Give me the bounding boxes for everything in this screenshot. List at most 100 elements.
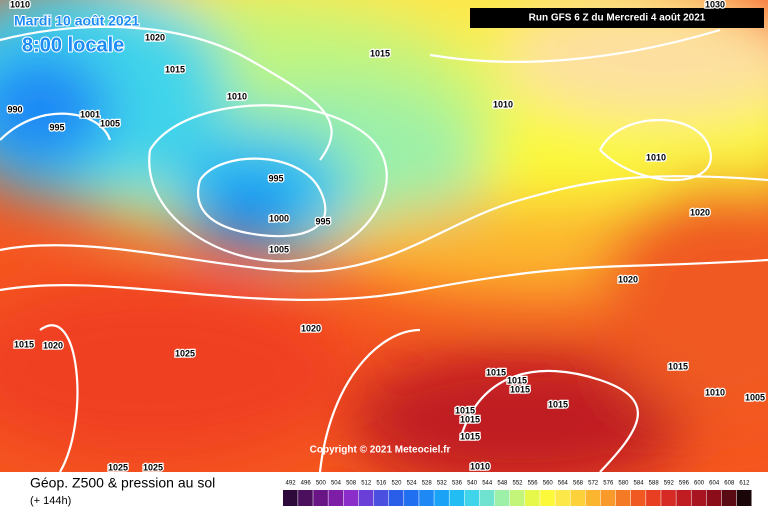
isobar-label: 1015 (668, 361, 688, 371)
isobar-label: 995 (268, 173, 283, 183)
isobar-label: 1010 (470, 461, 490, 471)
isobar-label: 990 (7, 104, 22, 114)
colorbar-swatch (676, 490, 691, 506)
colorbar-label: 516 (376, 481, 387, 487)
isobar-label: 1005 (100, 118, 120, 128)
isobar-label: 1000 (269, 213, 289, 223)
colorbar-swatch (570, 490, 586, 506)
colorbar-swatch (721, 490, 737, 506)
colorbar-label: 544 (482, 481, 493, 487)
isobar-label: 1015 (507, 375, 527, 385)
isobar-label: 1030 (705, 0, 725, 9)
colorbar-swatch (494, 490, 510, 506)
colorbar-swatch (706, 490, 722, 506)
colorbar-label: 528 (422, 481, 433, 487)
isobar-label: 1005 (745, 392, 765, 402)
colorbar-label: 508 (346, 481, 357, 487)
isobar-label: 1015 (455, 405, 475, 415)
isobar-label: 1015 (460, 431, 480, 441)
isobar-label: 1010 (10, 0, 30, 9)
isobar-label: 1025 (108, 462, 128, 472)
run-box (470, 8, 764, 28)
colorbar-label: 600 (694, 481, 705, 487)
colorbar-label: 564 (558, 481, 569, 487)
isobar-label: 1015 (486, 367, 506, 377)
colorbar-label: 556 (528, 481, 539, 487)
map-area (0, 0, 768, 472)
isobar-label: 1020 (145, 32, 165, 42)
colorbar-label: 536 (452, 481, 463, 487)
isobar-label: 1020 (690, 207, 710, 217)
colorbar-swatch (449, 490, 465, 506)
colorbar-label: 504 (331, 481, 342, 487)
isobar-label: 1015 (460, 414, 480, 424)
isobar-label: 1010 (705, 387, 725, 397)
colorbar-swatch (313, 490, 328, 506)
isobar-label: 995 (315, 216, 330, 226)
legend-title: Géop. Z500 & pression au sol (30, 475, 215, 491)
colorbar-swatch (585, 490, 601, 506)
colorbar-label: 520 (391, 481, 402, 487)
colorbar-label: 588 (649, 481, 660, 487)
isobar-label: 1020 (618, 274, 638, 284)
colorbar-swatch (646, 490, 661, 506)
isobar-label: 1015 (548, 399, 568, 409)
colorbar-label: 548 (497, 481, 508, 487)
colorbar-swatch (661, 490, 676, 506)
colorbar-label: 512 (361, 481, 372, 487)
isobar-label: 1001 (80, 109, 100, 119)
colorbar-swatch (555, 490, 570, 506)
colorbar-label: 524 (407, 481, 418, 487)
colorbar-label: 560 (543, 481, 554, 487)
colorbar-swatch (736, 490, 752, 506)
colorbar-label: 552 (512, 481, 523, 487)
isobar-labels: 1010102010151010990995100110051015101010… (6, 0, 766, 474)
colorbar-swatch (419, 490, 434, 506)
colorbar-label: 584 (634, 481, 645, 487)
run-label: Run GFS 6 Z du Mercredi 4 août 2021 (529, 13, 706, 24)
isobar-label: 1005 (269, 244, 289, 254)
colorbar-label: 492 (286, 481, 297, 487)
colorbar-swatch (373, 490, 389, 506)
isobar-label: 1015 (370, 48, 390, 58)
colorbar-swatch (388, 490, 404, 506)
isobar-label: 1010 (227, 91, 247, 101)
isobar-label: 1010 (493, 99, 513, 109)
colorbar-swatch (358, 490, 374, 506)
colorbar-label: 608 (724, 481, 735, 487)
colorbar-swatch (509, 490, 525, 506)
colorbar-label: 568 (573, 481, 584, 487)
colorbar-swatch (630, 490, 646, 506)
colorbar-label: 576 (603, 481, 614, 487)
isobar-label: 1020 (301, 323, 321, 333)
isobar-label: 1015 (510, 384, 530, 394)
isobar-label: 1015 (14, 339, 34, 349)
isobar-label: 1020 (43, 340, 63, 350)
colorbar-label: 496 (301, 481, 312, 487)
time: 8:00 locale (22, 34, 124, 56)
legend-subtitle: (+ 144h) (30, 495, 71, 507)
colorbar-swatch (615, 490, 631, 506)
colorbar-label: 612 (739, 481, 750, 487)
height-field (0, 0, 768, 472)
copyright: Copyright © 2021 Meteociel.fr (310, 445, 451, 456)
colorbar-label: 540 (467, 481, 478, 487)
colorbar-swatch (525, 490, 540, 506)
isobar-label: 1025 (143, 462, 163, 472)
isobars (0, 25, 768, 472)
isobar-label: 1025 (175, 348, 195, 358)
colorbar-swatch (434, 490, 449, 506)
colorbar-swatch (540, 490, 555, 506)
isobar-label: 1015 (165, 64, 185, 74)
colorbar-swatch (600, 490, 616, 506)
colorbar-label: 604 (709, 481, 720, 487)
colorbar-swatch (479, 490, 495, 506)
colorbar-swatch (343, 490, 359, 506)
colorbar-label: 580 (618, 481, 629, 487)
date: Mardi 10 août 2021 (14, 13, 139, 29)
colorbar-swatch (283, 490, 298, 506)
colorbar-label: 572 (588, 481, 599, 487)
colorbar-label: 596 (679, 481, 690, 487)
isobar-label: 1010 (646, 152, 666, 162)
